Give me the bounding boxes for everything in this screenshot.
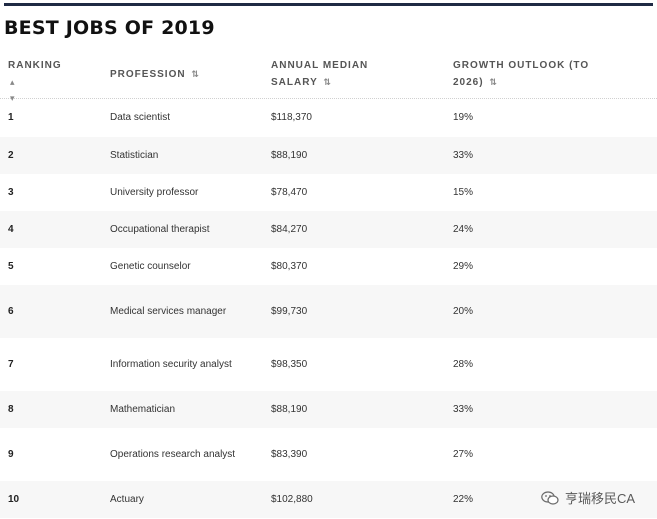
profession-cell: University professor	[110, 186, 199, 198]
column-header-growth-label-line2: 2026)	[453, 77, 484, 88]
salary-cell: $118,370	[271, 112, 312, 123]
wechat-icon	[541, 490, 559, 505]
profession-cell: Information security analyst	[110, 358, 232, 370]
table-row: 8 Mathematician $88,190 33%	[0, 391, 657, 428]
salary-cell: $78,470	[271, 186, 308, 198]
column-header-ranking[interactable]: RANKING ▴ ▾	[8, 58, 88, 107]
rank-cell: 8	[8, 403, 14, 415]
column-header-ranking-label: RANKING	[8, 60, 62, 71]
profession-cell: Actuary	[110, 493, 144, 505]
profession-cell: Occupational therapist	[110, 223, 210, 235]
table-row: 6 Medical services manager $99,730 20%	[0, 285, 657, 338]
salary-cell: $80,370	[271, 260, 308, 272]
rank-cell: 3	[8, 186, 14, 198]
rank-cell: 5	[8, 260, 14, 272]
profession-cell: Data scientist	[110, 112, 171, 123]
profession-cell: Genetic counselor	[110, 260, 191, 272]
sort-icon[interactable]: ⇅	[489, 77, 497, 87]
growth-cell: 33%	[453, 149, 474, 161]
column-header-salary-label-line1: ANNUAL MEDIAN	[271, 60, 369, 71]
salary-cell: $98,350	[271, 358, 308, 370]
top-divider	[4, 3, 653, 6]
rank-cell: 4	[8, 223, 14, 235]
column-header-growth[interactable]: GROWTH OUTLOOK (TO 2026) ⇅	[453, 58, 613, 91]
rank-cell: 1	[8, 112, 14, 123]
sort-icon[interactable]: ▴ ▾	[10, 77, 15, 103]
column-header-profession[interactable]: PROFESSION ⇅	[110, 66, 260, 83]
salary-cell: $83,390	[271, 448, 308, 460]
growth-cell: 29%	[453, 260, 474, 272]
growth-cell: 15%	[453, 186, 474, 198]
column-header-profession-label: PROFESSION	[110, 69, 186, 80]
profession-cell: Mathematician	[110, 403, 176, 415]
rank-cell: 10	[8, 493, 20, 505]
table-row: 1 Data scientist $118,370 19%	[0, 99, 657, 137]
rank-cell: 2	[8, 149, 14, 161]
salary-cell: $102,880	[271, 493, 313, 505]
growth-cell: 24%	[453, 223, 474, 235]
growth-cell: 20%	[453, 305, 474, 317]
watermark: 亨瑞移民CA	[541, 488, 635, 507]
table-row: 9 Operations research analyst $83,390 27…	[0, 428, 657, 481]
rank-cell: 6	[8, 305, 14, 317]
table-row: 4 Occupational therapist $84,270 24%	[0, 211, 657, 248]
sort-icon[interactable]: ⇅	[191, 69, 199, 79]
growth-cell: 28%	[453, 358, 474, 370]
salary-cell: $99,730	[271, 305, 308, 317]
profession-cell: Medical services manager	[110, 305, 227, 317]
sort-icon[interactable]: ⇅	[323, 77, 331, 87]
watermark-text: 亨瑞移民CA	[564, 491, 635, 506]
rank-cell: 7	[8, 358, 14, 370]
table-header: RANKING ▴ ▾ PROFESSION ⇅ ANNUAL MEDIAN SA…	[0, 56, 657, 103]
growth-cell: 22%	[453, 493, 474, 505]
profession-cell: Statistician	[110, 149, 159, 161]
column-header-salary-label-line2: SALARY	[271, 77, 318, 88]
growth-cell: 33%	[453, 403, 474, 415]
column-header-salary[interactable]: ANNUAL MEDIAN SALARY ⇅	[271, 58, 421, 91]
page-title: BEST JOBS OF 2019	[4, 17, 215, 39]
table-row: 3 University professor $78,470 15%	[0, 174, 657, 211]
rank-cell: 9	[8, 448, 14, 460]
table-row: 7 Information security analyst $98,350 2…	[0, 338, 657, 391]
growth-cell: 19%	[453, 112, 474, 123]
salary-cell: $88,190	[271, 149, 308, 161]
salary-cell: $88,190	[271, 403, 308, 415]
table-row: 5 Genetic counselor $80,370 29%	[0, 248, 657, 285]
salary-cell: $84,270	[271, 223, 308, 235]
profession-cell: Operations research analyst	[110, 448, 236, 460]
table-row: 2 Statistician $88,190 33%	[0, 137, 657, 174]
growth-cell: 27%	[453, 448, 474, 460]
column-header-growth-label-line1: GROWTH OUTLOOK (TO	[453, 60, 590, 71]
jobs-table: RANKING ▴ ▾ PROFESSION ⇅ ANNUAL MEDIAN SA…	[0, 56, 657, 518]
